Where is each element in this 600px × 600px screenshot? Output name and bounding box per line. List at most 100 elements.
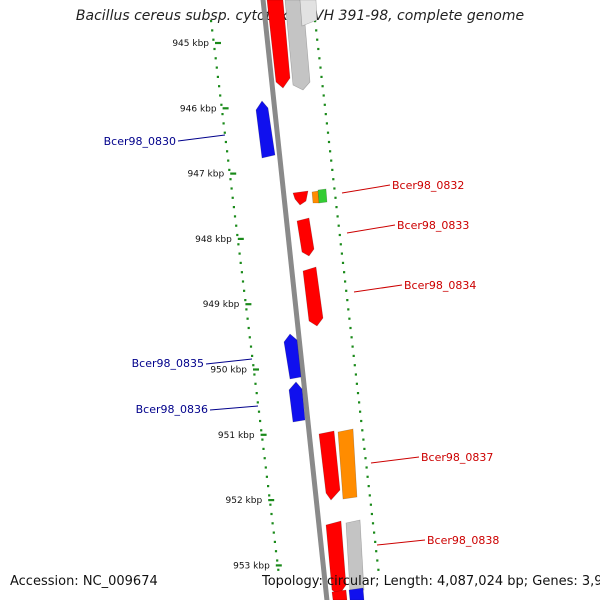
- gene-leader-line: [346, 224, 396, 234]
- track-dot: [241, 280, 245, 283]
- track-dot: [218, 85, 221, 88]
- track-dot: [261, 438, 264, 441]
- track-dot: [254, 382, 257, 385]
- track-dot: [361, 429, 364, 432]
- track-dot: [327, 140, 331, 144]
- track-dot: [338, 233, 341, 237]
- track-dot: [235, 224, 238, 227]
- track-dot: [364, 457, 367, 460]
- track-dot: [226, 150, 229, 153]
- track-dot: [350, 336, 353, 339]
- outer-tick-track: [314, 20, 380, 571]
- track-dot: [219, 94, 222, 97]
- track-dot: [319, 66, 322, 69]
- track-dot: [347, 308, 350, 311]
- track-dot: [355, 382, 358, 385]
- gene-arrow-red: [292, 190, 309, 206]
- track-dot: [233, 215, 237, 218]
- gene-leader-line: [177, 134, 226, 142]
- track-dot: [276, 559, 279, 562]
- track-dot: [260, 429, 263, 432]
- track-dot: [371, 522, 375, 525]
- track-dot: [262, 447, 265, 450]
- track-dot: [268, 494, 271, 497]
- track-dot: [240, 271, 243, 274]
- track-dot: [340, 252, 343, 255]
- track-dot: [256, 401, 259, 404]
- track-dot: [337, 224, 340, 227]
- gene-arrow-red: [266, 0, 291, 89]
- gene-leader-line: [341, 184, 391, 194]
- track-dot: [353, 364, 356, 367]
- scale-label: 947 kbp: [188, 170, 225, 180]
- track-dot: [326, 131, 330, 134]
- track-dot: [273, 540, 276, 543]
- track-dot: [346, 299, 349, 302]
- track-dot: [367, 485, 370, 488]
- track-dot: [375, 550, 378, 553]
- gene-label: Bcer98_0835: [132, 357, 204, 370]
- gene-arrow-gray: [299, 0, 318, 27]
- track-dot: [211, 29, 214, 32]
- gene-leader-line: [353, 284, 403, 293]
- gene-label: Bcer98_0833: [397, 219, 469, 232]
- track-dot: [239, 261, 242, 264]
- scale-label: 945 kbp: [172, 39, 209, 49]
- track-dot: [354, 373, 357, 376]
- track-dot: [360, 419, 363, 423]
- scale-label: 949 kbp: [203, 300, 240, 310]
- gene-arrow-red: [318, 430, 341, 501]
- gene-features: [255, 0, 365, 600]
- track-dot: [263, 457, 266, 460]
- track-dot: [245, 308, 248, 311]
- track-dot: [315, 29, 318, 32]
- track-dot: [236, 233, 239, 237]
- track-dot: [341, 261, 345, 264]
- track-dot: [322, 94, 325, 97]
- track-dot: [255, 392, 258, 395]
- track-dot: [369, 503, 372, 506]
- track-dot: [358, 401, 361, 404]
- gene-arrow-blue: [288, 381, 306, 423]
- track-dot: [214, 57, 217, 60]
- track-dot: [238, 252, 241, 255]
- gene-leader-line: [376, 539, 426, 546]
- track-dot: [349, 326, 352, 330]
- scale-label: 950 kbp: [210, 366, 247, 376]
- track-dot: [232, 206, 235, 209]
- track-dot: [220, 103, 223, 106]
- track-dot: [221, 113, 224, 116]
- gene-arrow-green: [317, 188, 328, 204]
- track-dot: [252, 364, 255, 367]
- scale-label: 951 kbp: [218, 431, 255, 441]
- track-dot: [359, 410, 362, 413]
- gene-labels: Bcer98_0830 Bcer98_0832 Bcer98_0833 Bcer98_…: [104, 134, 499, 547]
- gene-label: Bcer98_0834: [404, 279, 476, 292]
- track-dot: [246, 317, 249, 320]
- track-dot: [223, 131, 226, 134]
- track-dot: [373, 531, 376, 534]
- track-dot: [213, 47, 216, 51]
- track-dot: [227, 159, 230, 162]
- track-dot: [215, 66, 218, 69]
- track-dot: [329, 150, 332, 153]
- gene-label: Bcer98_0832: [392, 179, 464, 192]
- track-dot: [224, 140, 227, 144]
- track-dot: [344, 280, 347, 283]
- track-dot: [368, 494, 371, 497]
- track-dot: [267, 485, 270, 488]
- gene-arrow-blue: [283, 333, 302, 380]
- track-dot: [331, 168, 334, 171]
- gene-leader-line: [209, 405, 259, 411]
- track-dot: [376, 559, 379, 562]
- gene-arrow-red: [296, 217, 315, 257]
- gene-arrow-red: [331, 589, 348, 600]
- track-dot: [335, 206, 338, 209]
- track-dot: [248, 336, 251, 339]
- track-dot: [333, 187, 336, 190]
- track-dot: [363, 447, 366, 450]
- gene-arrow-blue: [255, 100, 276, 159]
- backbone-line: [260, 0, 330, 600]
- track-dot: [314, 20, 317, 23]
